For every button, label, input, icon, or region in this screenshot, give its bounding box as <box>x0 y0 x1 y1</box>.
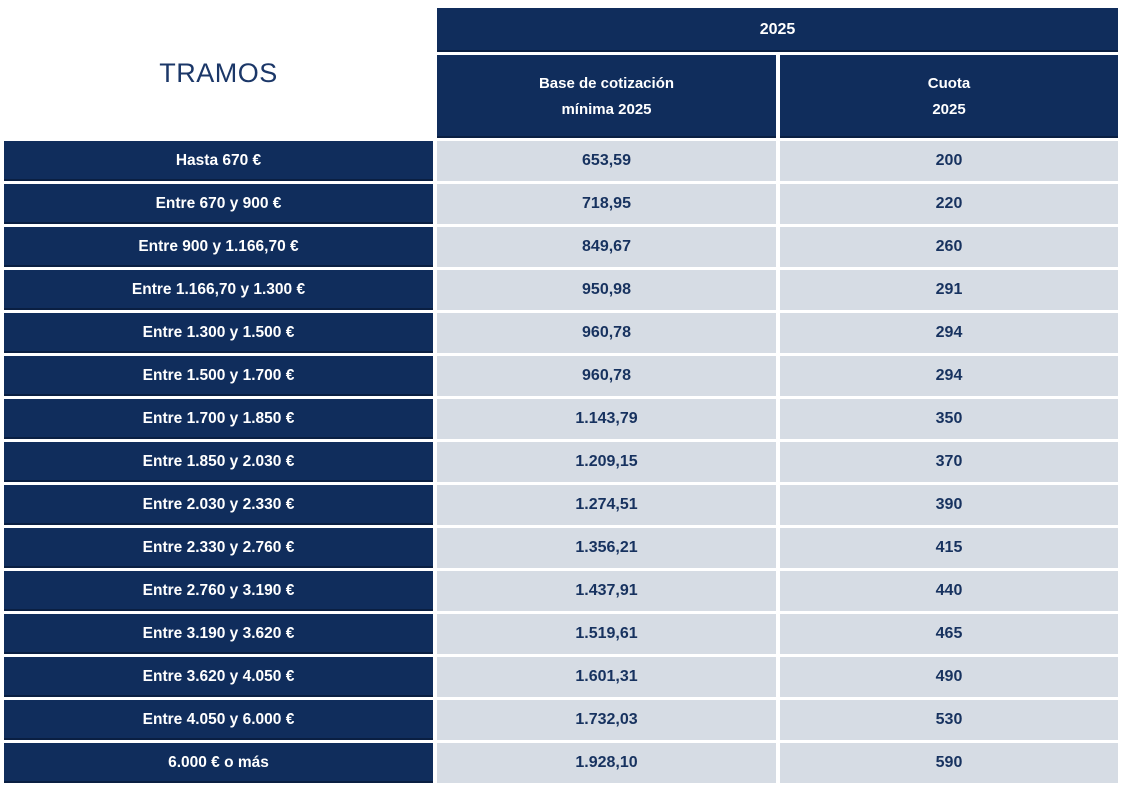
tramo-label-cell: Entre 1.700 y 1.850 € <box>4 399 433 439</box>
cuota-value-cell: 220 <box>780 184 1118 224</box>
year-header: 2025 <box>437 8 1118 52</box>
cuota-value-cell: 440 <box>780 571 1118 611</box>
base-value-cell: 1.519,61 <box>437 614 776 654</box>
base-value-cell: 718,95 <box>437 184 776 224</box>
base-value-cell: 950,98 <box>437 270 776 310</box>
base-column-header-line2: mínima 2025 <box>561 100 652 118</box>
cuota-column-header-line2: 2025 <box>932 100 966 118</box>
tramo-label-cell: 6.000 € o más <box>4 743 433 783</box>
tramo-label-cell: Entre 1.850 y 2.030 € <box>4 442 433 482</box>
base-value-cell: 960,78 <box>437 313 776 353</box>
base-value-cell: 1.143,79 <box>437 399 776 439</box>
base-value-cell: 849,67 <box>437 227 776 267</box>
cuota-value-cell: 294 <box>780 356 1118 396</box>
cuota-value-cell: 415 <box>780 528 1118 568</box>
tramo-label-cell: Entre 2.030 y 2.330 € <box>4 485 433 525</box>
base-value-cell: 1.732,03 <box>437 700 776 740</box>
tramo-label-cell: Entre 1.500 y 1.700 € <box>4 356 433 396</box>
cuota-value-cell: 590 <box>780 743 1118 783</box>
base-value-cell: 1.437,91 <box>437 571 776 611</box>
tramo-label-cell: Hasta 670 € <box>4 141 433 181</box>
base-value-cell: 960,78 <box>437 356 776 396</box>
cuota-column-header-line1: Cuota <box>927 75 971 92</box>
tramo-label-cell: Entre 1.166,70 y 1.300 € <box>4 270 433 310</box>
cuota-value-cell: 200 <box>780 141 1118 181</box>
tramo-label-cell: Entre 900 y 1.166,70 € <box>4 227 433 267</box>
base-value-cell: 1.356,21 <box>437 528 776 568</box>
tramo-label-cell: Entre 3.190 y 3.620 € <box>4 614 433 654</box>
cuota-value-cell: 390 <box>780 485 1118 525</box>
tramo-label-cell: Entre 1.300 y 1.500 € <box>4 313 433 353</box>
cuota-value-cell: 465 <box>780 614 1118 654</box>
cuota-column-header: Cuota 2025 <box>780 55 1118 138</box>
base-value-cell: 1.209,15 <box>437 442 776 482</box>
tramo-label-cell: Entre 2.760 y 3.190 € <box>4 571 433 611</box>
cuota-value-cell: 260 <box>780 227 1118 267</box>
cuota-value-cell: 294 <box>780 313 1118 353</box>
tramo-label-cell: Entre 670 y 900 € <box>4 184 433 224</box>
cuota-value-cell: 370 <box>780 442 1118 482</box>
base-value-cell: 653,59 <box>437 141 776 181</box>
cuota-value-cell: 530 <box>780 700 1118 740</box>
tramo-label-cell: Entre 2.330 y 2.760 € <box>4 528 433 568</box>
base-column-header: Base de cotización mínima 2025 <box>437 55 776 138</box>
tramos-corner-label: TRAMOS <box>159 57 278 88</box>
cuota-value-cell: 490 <box>780 657 1118 697</box>
tramos-corner-header: TRAMOS <box>4 8 433 138</box>
cuota-value-cell: 350 <box>780 399 1118 439</box>
base-value-cell: 1.928,10 <box>437 743 776 783</box>
base-value-cell: 1.274,51 <box>437 485 776 525</box>
base-column-header-line1: Base de cotización <box>538 75 675 92</box>
base-value-cell: 1.601,31 <box>437 657 776 697</box>
tramo-label-cell: Entre 3.620 y 4.050 € <box>4 657 433 697</box>
cuota-value-cell: 291 <box>780 270 1118 310</box>
tramo-label-cell: Entre 4.050 y 6.000 € <box>4 700 433 740</box>
